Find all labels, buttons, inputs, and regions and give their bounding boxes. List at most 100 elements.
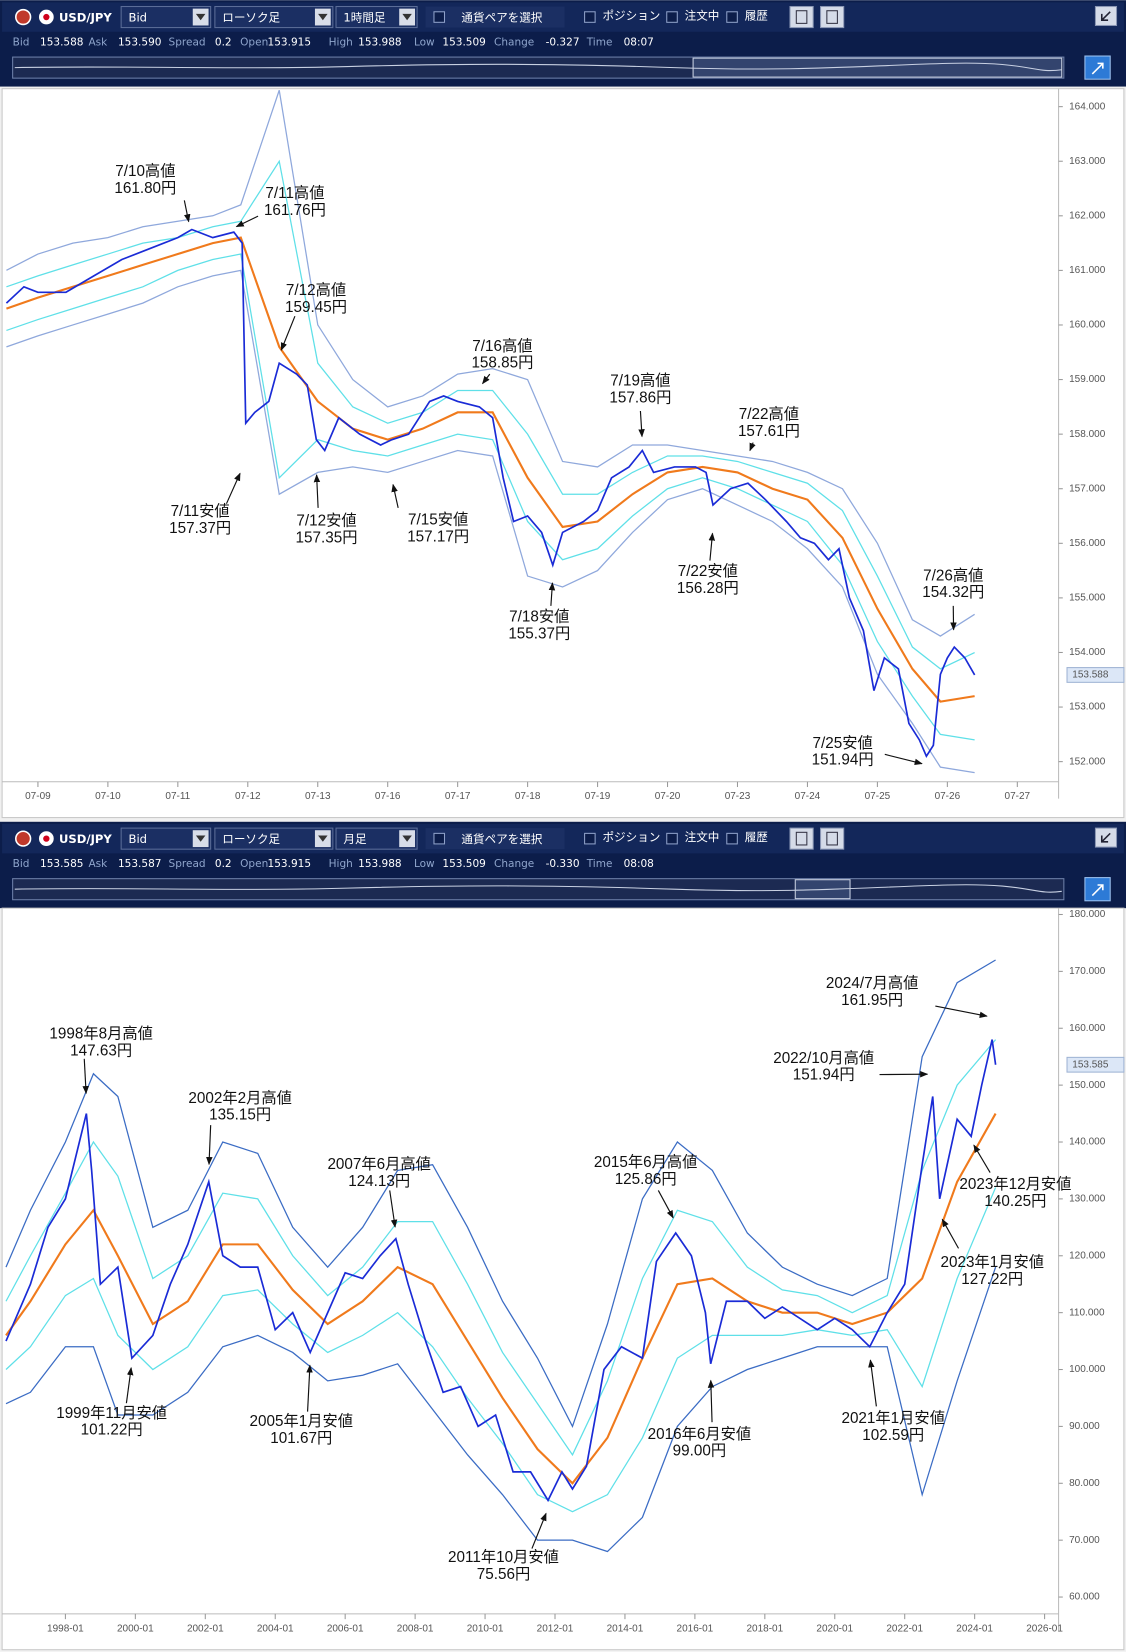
checkbox[interactable] <box>666 11 678 23</box>
toggle-label[interactable]: 注文中 <box>685 830 720 844</box>
dropdown-label[interactable]: 月足 <box>343 832 367 846</box>
x-tick-label: 2022-01 <box>886 1623 923 1634</box>
annotation-label: 2002年2月高値 <box>188 1090 292 1107</box>
dropdown-arrow <box>195 835 206 842</box>
dropdown[interactable] <box>335 5 418 29</box>
symbol: USD/JPY <box>59 832 112 846</box>
x-tick-label: 07-11 <box>165 791 190 802</box>
checkbox[interactable] <box>726 11 738 23</box>
x-tick-label: 2008-01 <box>397 1623 434 1634</box>
pair-select-bg[interactable] <box>425 6 565 28</box>
y-tick-label: 159.000 <box>1069 374 1106 385</box>
x-tick-label: 07-24 <box>795 791 821 802</box>
y-tick-label: 170.000 <box>1069 966 1106 977</box>
annotation-value: 102.59円 <box>862 1427 924 1444</box>
checkbox[interactable] <box>433 832 446 845</box>
y-tick-label: 162.000 <box>1069 210 1106 221</box>
tool-button[interactable] <box>820 5 845 29</box>
dropdown[interactable] <box>214 827 334 850</box>
annotation-label: 2007年6月高値 <box>327 1156 431 1173</box>
toggle-label[interactable]: 履歴 <box>745 830 769 844</box>
checkbox[interactable] <box>433 11 446 23</box>
navigator-window[interactable] <box>692 57 1063 78</box>
dropdown[interactable] <box>120 5 212 29</box>
last-price-label: 153.588 <box>1072 670 1109 681</box>
dropdown-label[interactable]: 1時間足 <box>343 11 386 25</box>
last-price-tag <box>1066 1056 1125 1073</box>
annotation-arrow <box>482 373 491 385</box>
chart-frame <box>1 907 1125 1651</box>
annotation-arrow <box>125 1367 134 1404</box>
quote-label: Ask <box>88 858 108 870</box>
annotation-arrow <box>868 1359 877 1407</box>
annotation-label: 1998年8月高値 <box>49 1026 153 1043</box>
dropdown-arrow <box>318 835 328 842</box>
dropdown-arrow <box>195 13 206 21</box>
toggle-label[interactable]: ポジション <box>602 830 660 844</box>
checkbox[interactable] <box>666 832 678 845</box>
toggle-label[interactable]: ポジション <box>602 8 660 22</box>
pair-select[interactable]: 通貨ペアを選択 <box>461 832 542 846</box>
y-tick-label: 140.000 <box>1069 1137 1106 1148</box>
window-icon <box>1100 11 1111 21</box>
annotation-label: 2023年12月安値 <box>959 1176 1071 1193</box>
annotation-arrow <box>183 200 191 223</box>
annotation-value: 159.45円 <box>285 299 347 316</box>
annotation-label: 7/18安値 <box>509 608 569 625</box>
annotation-value: 75.56円 <box>477 1566 530 1583</box>
tool-button[interactable] <box>789 5 814 29</box>
y-tick-label: 120.000 <box>1069 1250 1106 1261</box>
checkbox[interactable] <box>584 832 596 845</box>
annotation-arrow <box>941 1218 960 1249</box>
quote-value: 153.587 <box>118 858 162 870</box>
x-tick-label: 2004-01 <box>257 1623 294 1634</box>
dropdown-label[interactable]: ローソク足 <box>222 11 280 25</box>
price-line <box>6 253 975 741</box>
annotation-arrow <box>206 1125 213 1166</box>
tool-button[interactable] <box>820 827 845 850</box>
quote-label: Bid <box>13 36 30 48</box>
pair-select-bg[interactable] <box>425 828 565 850</box>
annotation-arrow <box>548 582 556 606</box>
annotation-label: 2021年1月安値 <box>841 1410 945 1427</box>
y-tick-label: 160.000 <box>1069 320 1106 331</box>
annotation-arrow <box>82 1058 89 1095</box>
y-tick-label: 110.000 <box>1069 1307 1105 1318</box>
x-tick-label: 07-10 <box>95 791 121 802</box>
tool-icon <box>826 10 838 24</box>
annotation-value: 125.86円 <box>615 1171 677 1188</box>
annotation-label: 7/12安値 <box>296 513 356 530</box>
annotation-arrow <box>707 1379 715 1423</box>
checkbox[interactable] <box>584 11 596 23</box>
y-tick-label: 161.000 <box>1069 265 1106 276</box>
toggle-label[interactable]: 注文中 <box>685 8 720 22</box>
dropdown-label[interactable]: ローソク足 <box>222 832 280 846</box>
y-tick-label: 100.000 <box>1069 1364 1106 1375</box>
dropdown[interactable] <box>335 827 418 850</box>
flag-jp-dot <box>43 835 50 842</box>
pair-select[interactable]: 通貨ペアを選択 <box>461 11 542 25</box>
dropdown[interactable] <box>120 827 212 850</box>
dropdown[interactable] <box>214 5 334 29</box>
annotation-arrow <box>306 1364 313 1412</box>
quote-label: High <box>329 36 353 48</box>
header: USD/JPY Bid ローソク足 1時間足 通貨ペアを選択 ポジション 注文中 履歴 Bid 1… <box>0 0 1126 87</box>
dropdown-label[interactable]: Bid <box>129 832 148 846</box>
quote-label: Change <box>494 36 534 48</box>
x-tick-label: 2010-01 <box>467 1623 504 1634</box>
header: USD/JPY Bid ローソク足 月足 通貨ペアを選択 ポジション 注文中 履歴 Bid 153… <box>0 821 1126 909</box>
checkbox[interactable] <box>726 832 738 845</box>
window-icon <box>1100 832 1111 843</box>
annotation-label: 2022/10月高値 <box>773 1050 874 1067</box>
toggle-label[interactable]: 履歴 <box>745 8 769 22</box>
annotation-label: 7/15安値 <box>408 512 468 529</box>
quote-label: Open <box>240 858 268 870</box>
tool-button[interactable] <box>789 827 814 850</box>
dropdown-arrow <box>402 13 412 21</box>
flag-jp-dot <box>43 13 50 21</box>
annotation-label: 2016年6月安値 <box>648 1426 752 1443</box>
dropdown-label[interactable]: Bid <box>129 11 148 25</box>
x-tick-label: 07-26 <box>935 791 961 802</box>
quote-value: 0.2 <box>215 36 232 48</box>
annotation-value: 157.35円 <box>296 529 358 546</box>
